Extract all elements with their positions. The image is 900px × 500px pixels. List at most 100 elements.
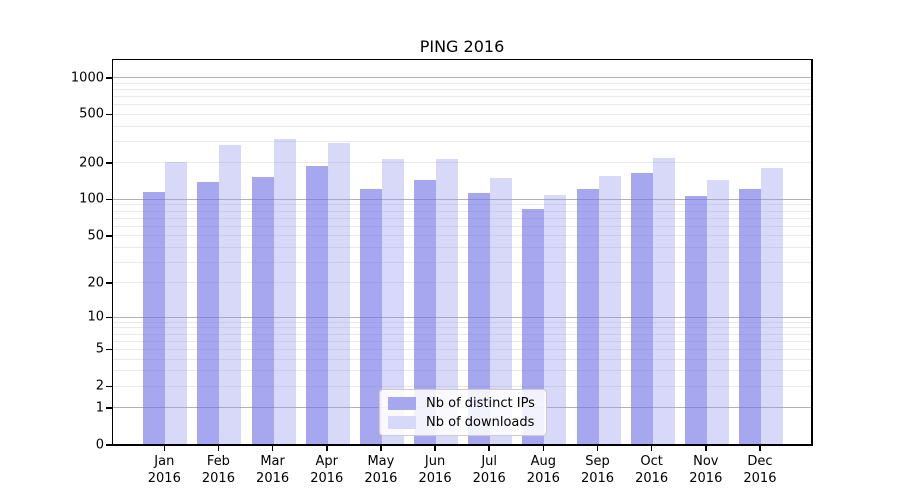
x-tick-label: Dec 2016 (743, 454, 777, 486)
legend: Nb of distinct IPs Nb of downloads (379, 389, 547, 436)
y-tick (105, 316, 112, 319)
gridline (113, 358, 811, 360)
x-tick (380, 445, 382, 451)
gridline (113, 282, 811, 284)
bar-distinct-ips-feb (197, 182, 220, 444)
gridline (113, 246, 811, 248)
bar-downloads-mar (273, 139, 296, 444)
y-tick-label: 200 (79, 155, 104, 171)
x-tick-label: Mar 2016 (256, 454, 290, 486)
y-tick-label: 500 (79, 106, 104, 122)
gridline (113, 140, 811, 142)
bar-downloads-may (381, 159, 404, 444)
bar-distinct-ips-apr (305, 165, 328, 444)
gridline (113, 321, 811, 323)
bar-downloads-sep (598, 176, 621, 444)
gridline (113, 162, 811, 164)
y-tick (105, 282, 112, 284)
x-tick-label: Jul 2016 (472, 454, 506, 486)
axis-spine-right (811, 58, 813, 446)
gridline (113, 217, 811, 219)
y-tick-label: 5 (95, 341, 104, 357)
legend-label-downloads: Nb of downloads (426, 414, 535, 430)
x-tick-label: Feb 2016 (201, 454, 235, 486)
x-tick (488, 445, 490, 451)
gridline (113, 77, 811, 79)
x-tick (326, 445, 328, 451)
legend-item-downloads: Nb of downloads (388, 415, 538, 430)
y-tick-label: 10 (87, 309, 104, 325)
x-tick-label: Apr 2016 (310, 454, 344, 486)
gridline (113, 348, 811, 350)
bar-downloads-dec (760, 168, 783, 444)
axis-spine-bottom (111, 444, 813, 446)
gridline (113, 82, 811, 84)
legend-label-distinct-ips: Nb of distinct IPs (426, 395, 535, 411)
y-tick (105, 444, 112, 446)
x-tick-label: Aug 2016 (526, 454, 560, 486)
x-tick-label: Sep 2016 (580, 454, 615, 486)
x-tick (759, 445, 761, 451)
bar-distinct-ips-aug (522, 208, 545, 444)
x-tick (271, 445, 274, 451)
gridline (113, 370, 811, 372)
y-tick-label: 50 (87, 228, 104, 244)
gridline (113, 210, 811, 212)
y-tick (105, 77, 112, 79)
y-tick-label: 0 (95, 437, 104, 452)
gridline (113, 316, 811, 318)
bar-distinct-ips-oct (630, 173, 653, 444)
y-tick (105, 385, 112, 388)
gridline (113, 198, 811, 200)
bar-distinct-ips-dec (738, 189, 761, 444)
y-tick (105, 407, 112, 409)
y-tick-label: 2 (95, 378, 104, 394)
x-tick (542, 445, 545, 451)
y-tick-label: 1 (95, 400, 104, 416)
x-tick (650, 445, 653, 451)
gridline (113, 204, 811, 206)
x-tick-label: Jan 2016 (147, 454, 181, 486)
legend-swatch-downloads-icon (388, 415, 416, 429)
y-tick (105, 113, 112, 116)
x-tick-label: Nov 2016 (689, 454, 723, 486)
x-tick (705, 445, 707, 451)
gridline (113, 333, 811, 335)
bar-downloads-jun (436, 158, 459, 444)
x-tick (434, 445, 436, 451)
gridline (113, 104, 811, 106)
y-tick (105, 348, 112, 351)
bar-distinct-ips-jul (468, 193, 491, 444)
gridline (113, 125, 811, 127)
x-tick-label: Jun 2016 (418, 454, 452, 486)
gridline (113, 88, 811, 90)
y-tick-label: 100 (79, 191, 104, 207)
bar-distinct-ips-sep (576, 188, 599, 444)
y-tick-label: 20 (87, 275, 104, 291)
x-tick-label: Oct 2016 (635, 454, 669, 486)
bar-downloads-oct (652, 158, 675, 444)
x-tick (217, 445, 220, 451)
gridline (113, 113, 811, 115)
y-tick (105, 162, 112, 164)
bar-downloads-feb (219, 144, 242, 444)
x-tick (596, 445, 599, 451)
bar-downloads-jan (165, 162, 188, 444)
x-tick (163, 445, 166, 451)
gridline (113, 95, 811, 97)
legend-item-distinct-ips: Nb of distinct IPs (388, 396, 538, 411)
axis-spine-top (111, 58, 813, 60)
y-tick (105, 198, 112, 201)
gridline (113, 385, 811, 387)
gridline (113, 261, 811, 263)
bar-distinct-ips-mar (251, 176, 274, 444)
bar-distinct-ips-jan (143, 191, 166, 444)
gridline (113, 327, 811, 329)
legend-swatch-distinct-ips-icon (388, 396, 416, 410)
bar-downloads-nov (706, 179, 729, 444)
y-tick (105, 235, 112, 237)
chart-title: PING 2016 (419, 37, 505, 56)
gridline (113, 340, 811, 342)
gridline (113, 235, 811, 237)
